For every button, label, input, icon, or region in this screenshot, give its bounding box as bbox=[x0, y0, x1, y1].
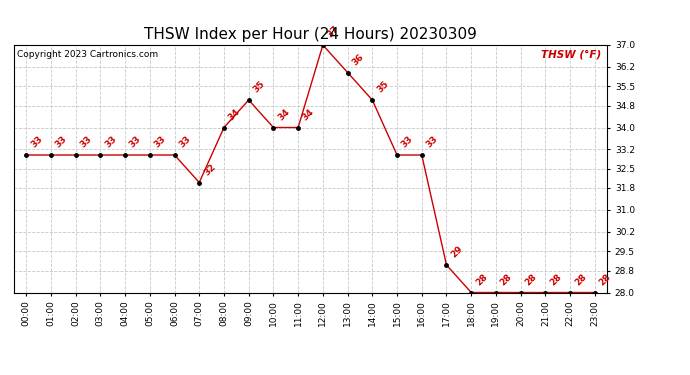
Text: 35: 35 bbox=[251, 79, 266, 94]
Text: 33: 33 bbox=[152, 134, 168, 150]
Text: 36: 36 bbox=[351, 52, 366, 67]
Text: 33: 33 bbox=[103, 134, 118, 150]
Text: 33: 33 bbox=[177, 134, 193, 150]
Text: 33: 33 bbox=[128, 134, 143, 150]
Text: Copyright 2023 Cartronics.com: Copyright 2023 Cartronics.com bbox=[17, 50, 158, 59]
Text: 28: 28 bbox=[598, 272, 613, 287]
Title: THSW Index per Hour (24 Hours) 20230309: THSW Index per Hour (24 Hours) 20230309 bbox=[144, 27, 477, 42]
Text: 34: 34 bbox=[227, 106, 242, 122]
Text: 28: 28 bbox=[573, 272, 588, 287]
Text: 34: 34 bbox=[276, 106, 291, 122]
Text: 37: 37 bbox=[326, 24, 341, 39]
Text: 33: 33 bbox=[400, 134, 415, 150]
Text: 29: 29 bbox=[449, 244, 464, 260]
Text: THSW (°F): THSW (°F) bbox=[541, 50, 601, 60]
Text: 34: 34 bbox=[301, 106, 316, 122]
Text: 33: 33 bbox=[54, 134, 69, 150]
Text: 28: 28 bbox=[499, 272, 514, 287]
Text: 28: 28 bbox=[524, 272, 539, 287]
Text: 33: 33 bbox=[424, 134, 440, 150]
Text: 28: 28 bbox=[548, 272, 563, 287]
Text: 33: 33 bbox=[79, 134, 94, 150]
Text: 35: 35 bbox=[375, 79, 391, 94]
Text: 33: 33 bbox=[29, 134, 44, 150]
Text: 32: 32 bbox=[202, 162, 217, 177]
Text: 28: 28 bbox=[474, 272, 489, 287]
